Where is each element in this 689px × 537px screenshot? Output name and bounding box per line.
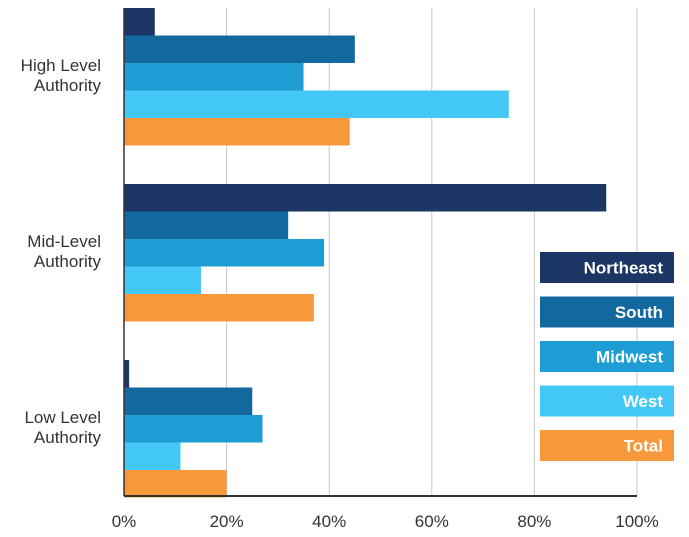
legend-label-total: Total	[624, 437, 663, 456]
x-tick-label: 60%	[415, 512, 449, 531]
bar-northeast-1	[124, 8, 155, 36]
legend-swatch-total	[540, 430, 674, 461]
bar-south-2	[124, 211, 289, 239]
legend-swatch-northeast	[540, 252, 674, 283]
bar-northeast-2	[124, 184, 607, 212]
x-tick-label: 80%	[517, 512, 551, 531]
bar-west-3	[124, 442, 181, 470]
legend-swatch-west	[540, 385, 674, 417]
x-tick-label: 40%	[312, 512, 346, 531]
category-label-line: Authority	[34, 252, 102, 271]
x-tick-label: 100%	[615, 512, 658, 531]
legend-swatch-south	[540, 296, 674, 328]
bar-northeast-3	[124, 360, 130, 388]
category-label-line: Mid-Level	[27, 232, 101, 251]
tick-labels: 0% 20% 40% 60% 80% 100%	[112, 512, 659, 531]
x-tick-label: 0%	[112, 512, 137, 531]
legend-swatch-midwest	[540, 341, 674, 372]
bars	[124, 8, 607, 498]
bar-total-3	[124, 470, 227, 498]
legend: Northeast South Midwest West Total	[540, 252, 674, 461]
bar-midwest-2	[124, 239, 325, 267]
bar-south-1	[124, 35, 355, 63]
category-label: Low Level Authority	[24, 408, 101, 447]
bar-west-2	[124, 266, 201, 294]
legend-label-west: West	[623, 392, 664, 411]
bar-total-2	[124, 294, 314, 322]
category-label-line: High Level	[21, 56, 101, 75]
legend-label-midwest: Midwest	[596, 348, 663, 367]
axes	[123, 8, 637, 497]
category-label: High Level Authority	[21, 56, 102, 95]
category-label-line: Authority	[34, 76, 102, 95]
x-tick-label: 20%	[210, 512, 244, 531]
bar-total-1	[124, 118, 350, 146]
bar-midwest-3	[124, 415, 263, 443]
legend-label-south: South	[615, 303, 663, 322]
legend-label-northeast: Northeast	[584, 259, 664, 278]
bar-south-3	[124, 387, 253, 415]
bar-midwest-1	[124, 63, 304, 91]
bar-west-1	[124, 90, 509, 118]
category-label-line: Authority	[34, 428, 102, 447]
category-label-line: Low Level	[24, 408, 101, 427]
category-label: Mid-Level Authority	[27, 232, 101, 271]
